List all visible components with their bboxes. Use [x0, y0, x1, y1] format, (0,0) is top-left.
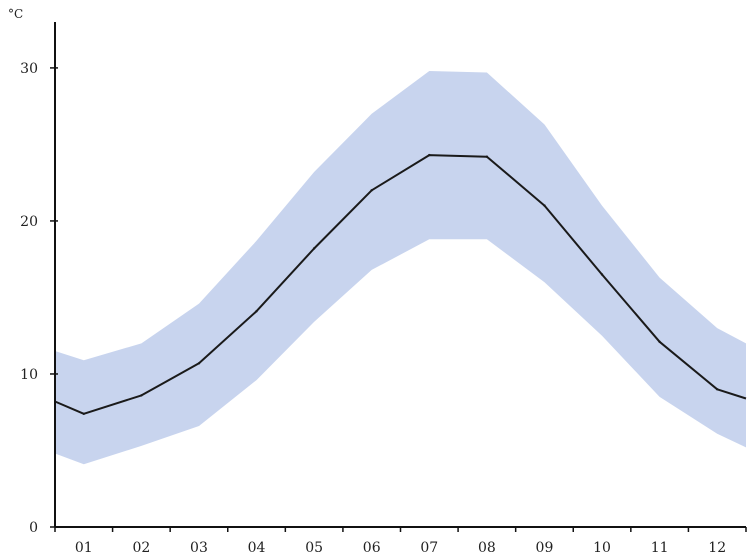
- mean-line-layer: [54, 153, 747, 415]
- x-tick-label-11: 11: [651, 540, 669, 556]
- y-tick-label-20: 20: [20, 214, 38, 230]
- range-band-layer: [55, 71, 746, 465]
- x-tick-label-06: 06: [363, 540, 381, 556]
- mean-point-09: [543, 204, 546, 207]
- x-tick-label-05: 05: [305, 540, 323, 556]
- mean-point-11: [658, 340, 661, 343]
- mean-point-08: [485, 155, 489, 158]
- mean-point-05: [312, 247, 316, 250]
- x-tick-label-09: 09: [536, 540, 554, 556]
- y-tick-label-0: 0: [29, 520, 38, 536]
- y-axis-unit-label: °C: [8, 7, 23, 21]
- mean-point-10: [600, 273, 604, 276]
- axes: [50, 22, 747, 532]
- mean-point-01: [82, 412, 86, 415]
- x-tick-label-07: 07: [420, 540, 438, 556]
- mean-point-12: [716, 388, 719, 391]
- mean-point-06: [370, 189, 373, 192]
- x-tick-label-03: 03: [190, 540, 208, 556]
- x-tick-label-04: 04: [248, 540, 266, 556]
- mean-point-07: [428, 153, 431, 157]
- mean-point-02: [140, 394, 143, 397]
- x-tick-label-10: 10: [593, 540, 611, 556]
- tick-labels: 0 10 20 30 °C 01 02 03 04 05 06 07 08 09 10 11 12: [8, 7, 726, 556]
- mean-point-03: [197, 362, 201, 365]
- x-tick-label-02: 02: [132, 540, 150, 556]
- x-tick-label-12: 12: [708, 540, 726, 556]
- mean-point-04: [255, 310, 258, 313]
- x-tick-label-01: 01: [75, 540, 93, 556]
- x-tick-label-08: 08: [478, 540, 496, 556]
- temperature-range-band: [55, 71, 746, 465]
- y-tick-label-30: 30: [20, 61, 38, 77]
- y-tick-label-10: 10: [20, 367, 38, 383]
- mean-temperature-line: [54, 154, 747, 415]
